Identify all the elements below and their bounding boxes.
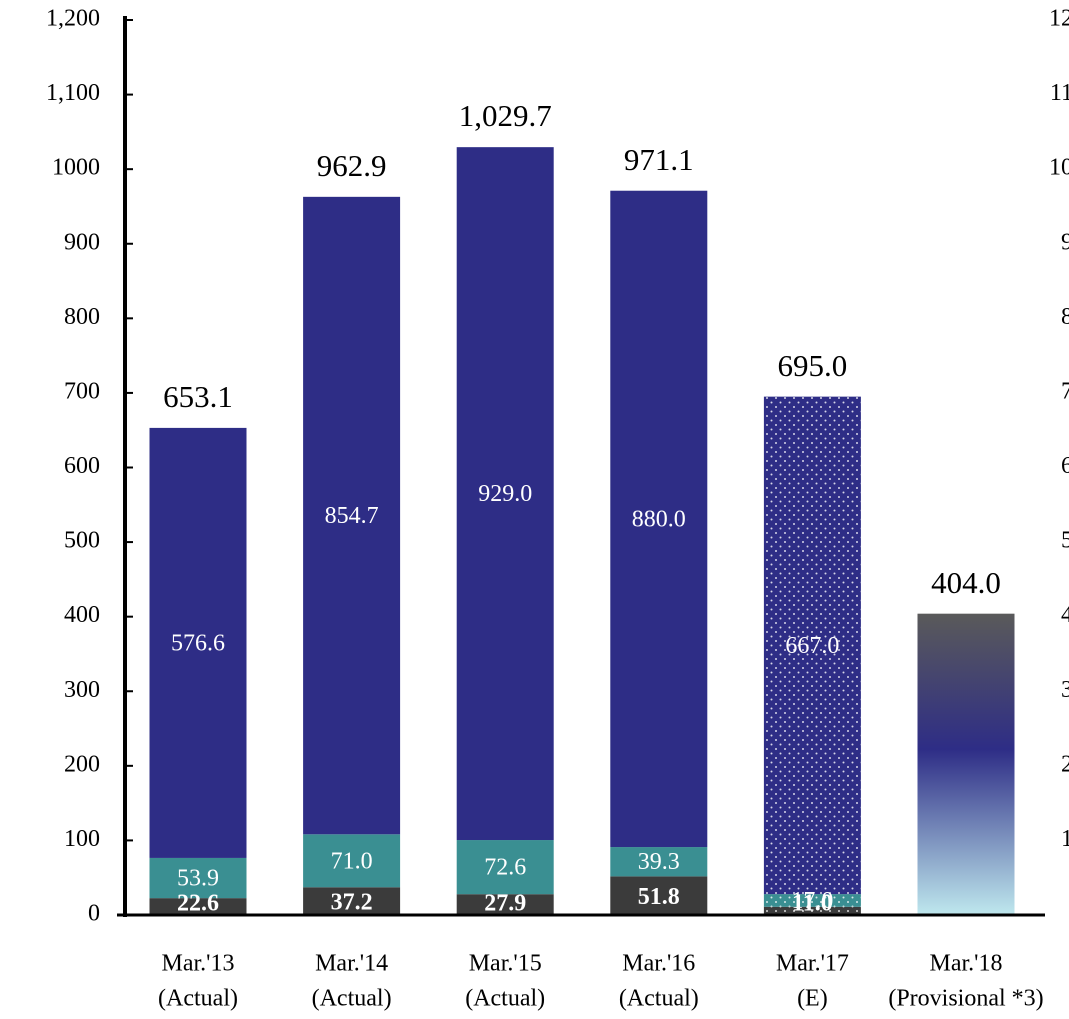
x-tick-label: (Actual) [312, 986, 392, 1012]
value-label: 53.9 [177, 866, 219, 892]
bar-segment [149, 427, 247, 858]
y2-tick-label: 30 [1061, 677, 1069, 703]
bar-pattern [763, 396, 861, 895]
value-label: 71.0 [331, 848, 373, 874]
y-tick-label: 200 [64, 751, 100, 777]
y2-tick-label: 50 [1061, 528, 1069, 554]
bar-pattern [763, 906, 861, 915]
value-label: 854.7 [325, 503, 379, 529]
bar-segment [456, 147, 554, 841]
value-label: 51.8 [638, 884, 680, 910]
total-label: 971.1 [624, 142, 694, 177]
y-tick-label: 0 [88, 901, 100, 927]
x-tick-label: (Actual) [465, 986, 545, 1012]
y-tick-label: 1,100 [46, 80, 100, 106]
bar-segment [149, 898, 247, 915]
value-label: 576.6 [171, 630, 225, 656]
y-tick-label: 700 [64, 378, 100, 404]
x-tick-label: (Actual) [619, 986, 699, 1012]
total-label: 404.0 [931, 565, 1001, 600]
bar-segment [303, 834, 401, 888]
y-tick-label: 300 [64, 677, 100, 703]
y2-tick-label: 60 [1061, 453, 1069, 479]
y2-tick-label: 110 [1050, 80, 1069, 106]
y-tick-label: 800 [64, 304, 100, 330]
bar-segment [456, 840, 554, 895]
total-label: 1,029.7 [459, 98, 552, 133]
bar-segment [456, 894, 554, 915]
bar-segment [303, 887, 401, 915]
value-label: 880.0 [632, 506, 686, 532]
value-label: 27.9 [484, 891, 526, 917]
y-tick-label: 1000 [52, 155, 100, 181]
y2-tick-label: 10 [1061, 826, 1069, 852]
total-label: 962.9 [317, 148, 387, 183]
value-label: 22.6 [177, 891, 219, 917]
y2-tick-label: 90 [1061, 229, 1069, 255]
y-tick-label: 100 [64, 826, 100, 852]
value-label: 17.0 [791, 888, 833, 914]
y2-tick-label: 20 [1061, 751, 1069, 777]
y-tick-label: 400 [64, 602, 100, 628]
x-tick-label: (Provisional *3) [888, 986, 1043, 1012]
bar-segment [303, 196, 401, 835]
bar-segment [610, 847, 708, 877]
value-label: 39.3 [638, 849, 680, 875]
y-tick-label: 500 [64, 528, 100, 554]
x-tick-label: (Actual) [158, 986, 238, 1012]
y2-tick-label: 120 [1049, 6, 1069, 32]
bar-pattern [763, 894, 861, 907]
y2-tick-label: 40 [1061, 602, 1069, 628]
bar-segment [610, 190, 708, 848]
y2-tick-label: 100 [1049, 155, 1069, 181]
y-tick-label: 1,200 [46, 6, 100, 32]
x-tick-label: Mar.'17 [776, 951, 849, 977]
x-tick-label: Mar.'15 [469, 951, 542, 977]
bar [917, 613, 1015, 915]
value-label: 11.0 [792, 891, 833, 917]
value-label: 667.0 [785, 633, 839, 659]
x-tick-label: Mar.'13 [162, 951, 235, 977]
x-tick-label: Mar.'16 [622, 951, 695, 977]
x-tick-label: Mar.'14 [315, 951, 388, 977]
x-tick-label: (E) [797, 986, 828, 1012]
y2-tick-label: 70 [1061, 378, 1069, 404]
bar-segment [149, 857, 247, 899]
value-label: 37.2 [331, 890, 373, 916]
total-label: 695.0 [778, 348, 848, 383]
y2-tick-label: 80 [1061, 304, 1069, 330]
value-label: 72.6 [484, 855, 526, 881]
x-tick-label: Mar.'18 [930, 951, 1003, 977]
value-label: 929.0 [478, 481, 532, 507]
total-label: 653.1 [163, 379, 233, 414]
bar-segment [610, 876, 708, 915]
y-tick-label: 600 [64, 453, 100, 479]
y-tick-label: 900 [64, 229, 100, 255]
